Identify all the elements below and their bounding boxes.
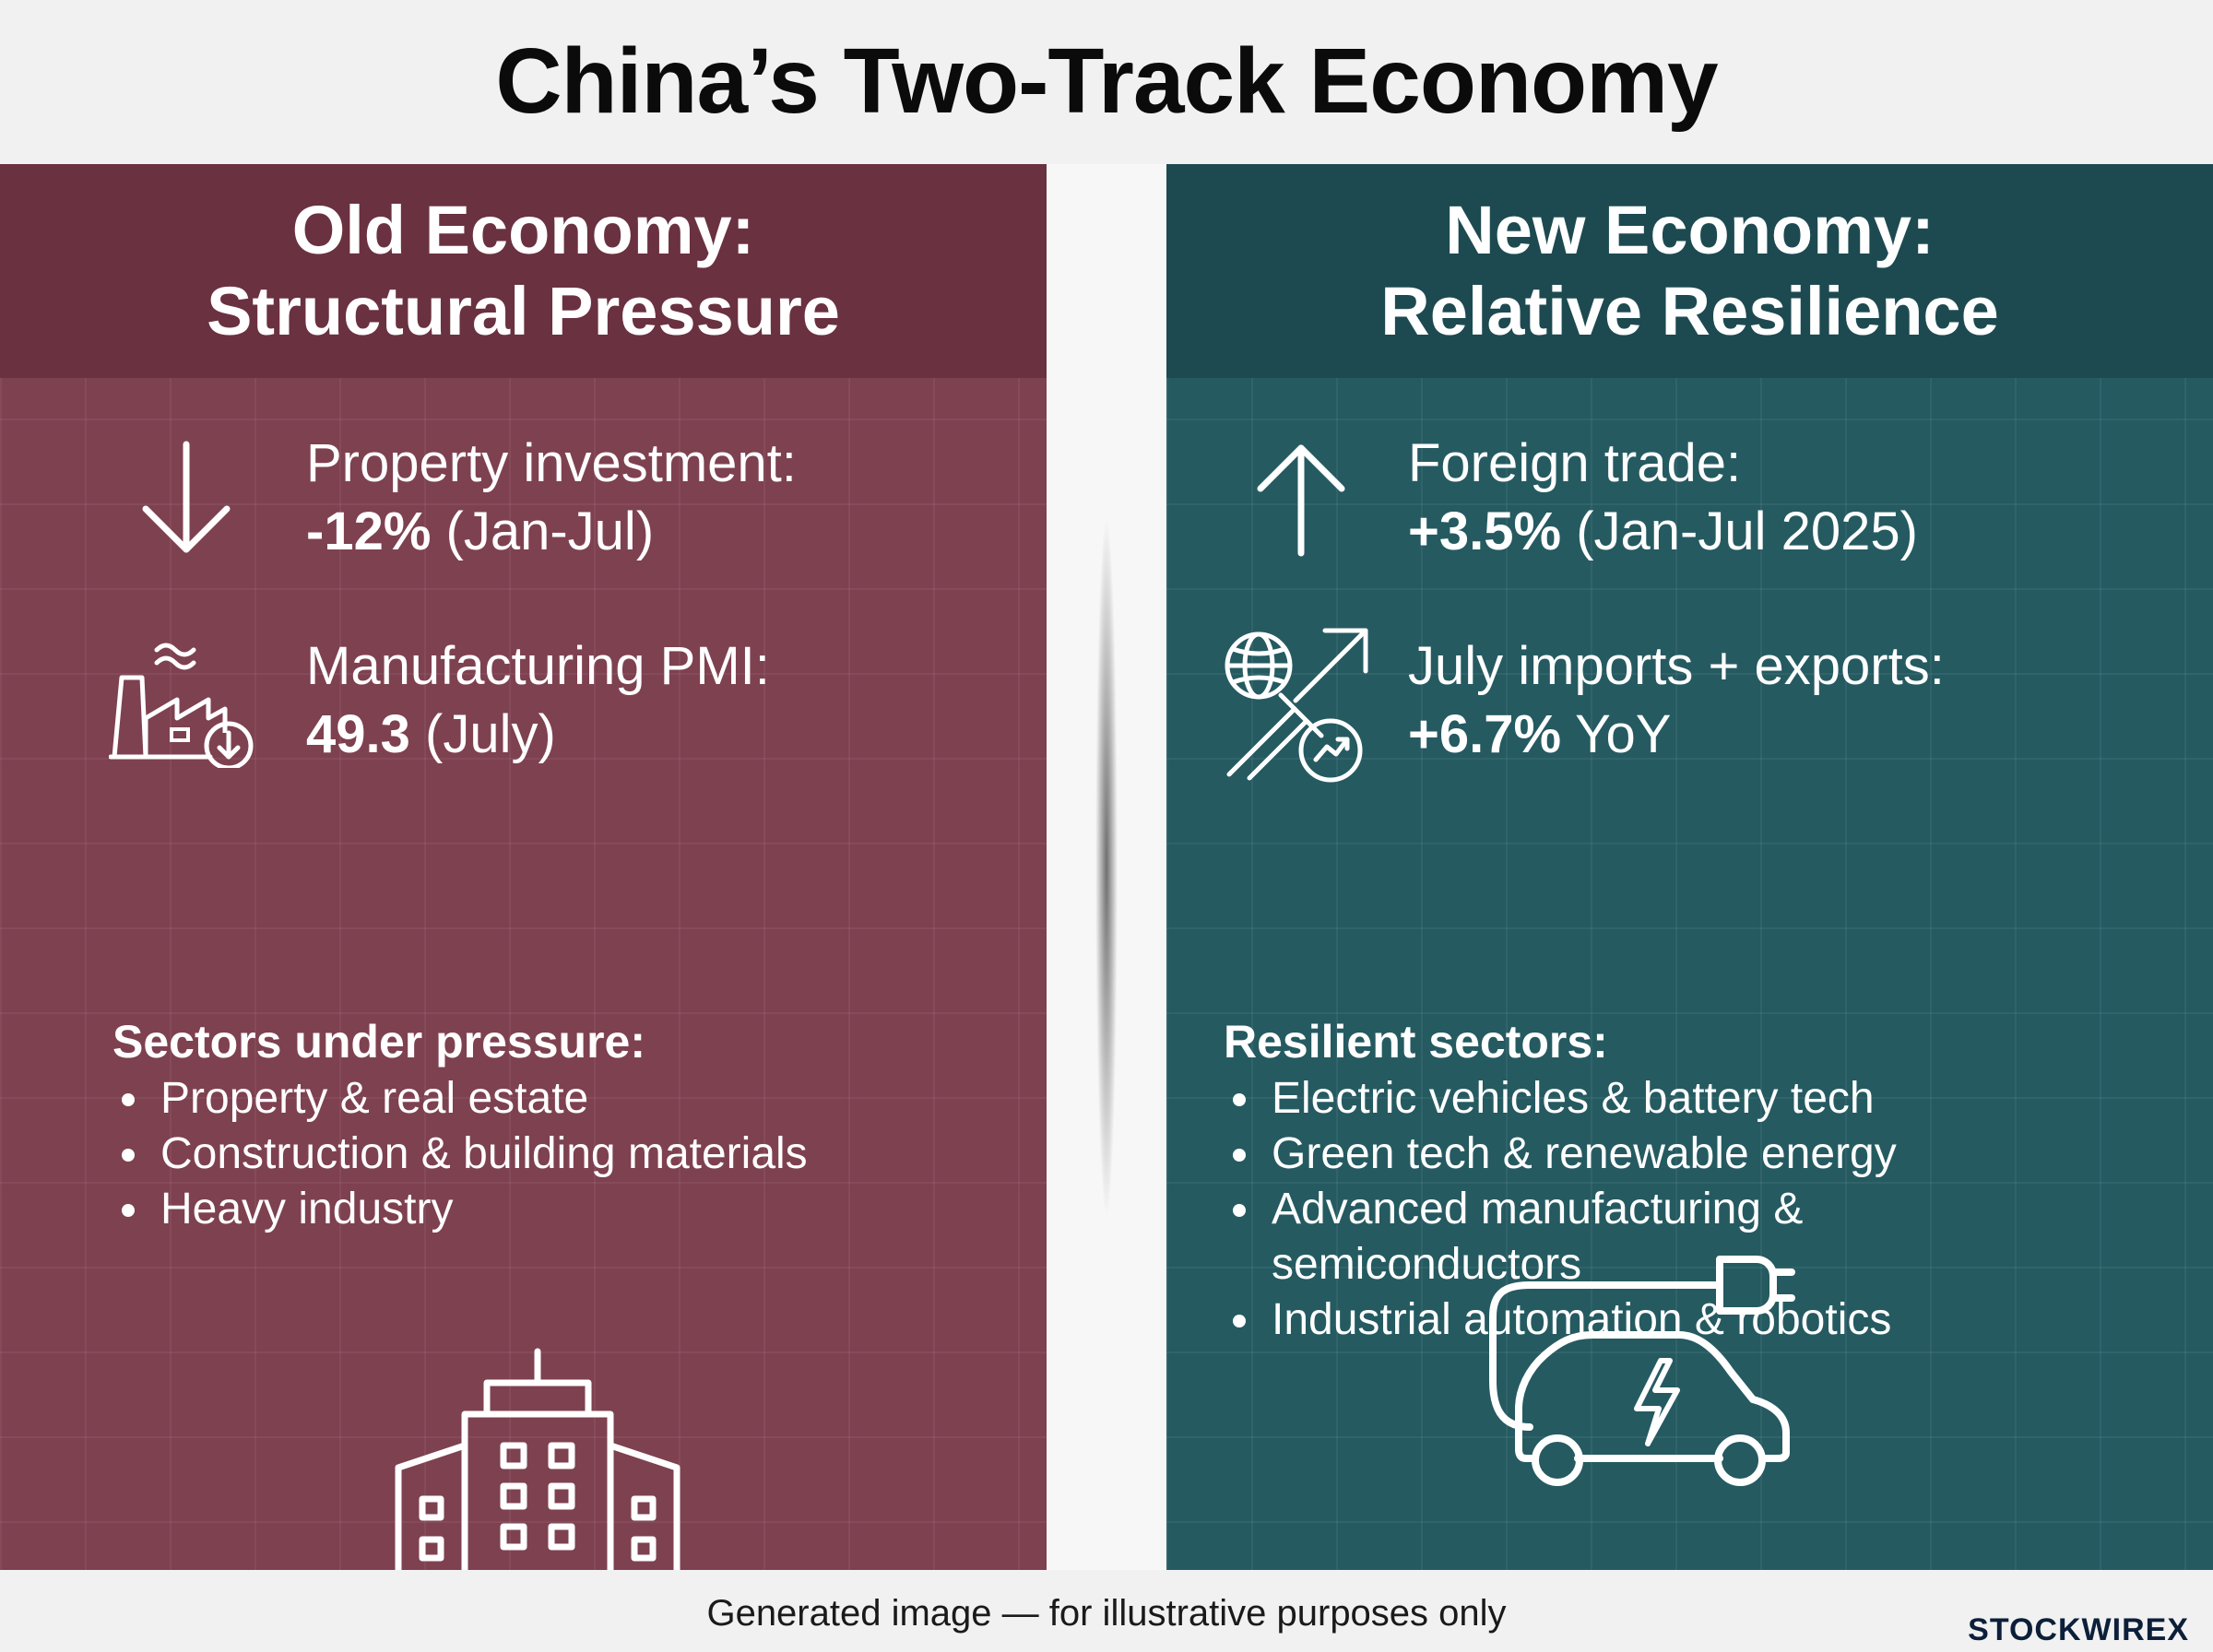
new-sector-item: Electric vehicles & battery tech: [1224, 1071, 1980, 1127]
old-sectors-list-block: Sectors under pressure: Property & real …: [112, 1012, 808, 1237]
footer-disclaimer: Generated image — for illustrative purpo…: [706, 1593, 1507, 1634]
old-economy-heading: Old Economy: Structural Pressure: [0, 164, 1047, 378]
arrow-down-icon: [138, 439, 234, 559]
old-economy-heading-line2: Structural Pressure: [207, 273, 840, 349]
imports-exports-value: +6.7%: [1408, 704, 1562, 764]
manufacturing-pmi-period: (July): [425, 704, 556, 764]
global-trade-icon: [1222, 627, 1379, 784]
property-investment-label: Property investment:: [306, 433, 797, 493]
new-sector-item: Green tech & renewable energy: [1224, 1127, 1980, 1182]
electric-car-icon: [1489, 1252, 1830, 1492]
factory-decline-icon: [109, 630, 266, 768]
new-sector-item: Advanced manufacturing & semiconductors: [1224, 1182, 1888, 1292]
manufacturing-pmi-value: 49.3: [306, 704, 410, 764]
page-title: China’s Two-Track Economy: [495, 30, 1718, 133]
old-economy-panel: Old Economy: Structural Pressure Propert…: [0, 164, 1047, 1570]
new-sectors-title: Resilient sectors:: [1224, 1016, 1608, 1068]
panel-divider: [1047, 164, 1166, 1570]
property-investment-period: (Jan-Jul): [445, 502, 655, 561]
property-investment-value: -12%: [306, 502, 432, 561]
old-economy-heading-line1: Old Economy:: [291, 192, 755, 268]
office-building-icon: [376, 1346, 699, 1570]
foreign-trade-stat: Foreign trade: +3.5% (Jan-Jul 2025): [1408, 430, 1918, 566]
old-sector-item: Heavy industry: [112, 1182, 808, 1237]
manufacturing-pmi-stat-text: Manufacturing PMI: 49.3 (July): [306, 632, 770, 769]
brand-name: STOCKWIRE: [1968, 1612, 2168, 1647]
new-economy-heading: New Economy: Relative Resilience: [1166, 164, 2213, 378]
property-investment-stat: Property investment: -12% (Jan-Jul): [306, 430, 797, 566]
foreign-trade-period: (Jan-Jul 2025): [1576, 502, 1918, 561]
brand-mark: X: [2167, 1612, 2189, 1647]
brand-logo: STOCKWIREX: [1968, 1611, 2189, 1648]
new-sectors-list-block: Resilient sectors: Electric vehicles & b…: [1224, 1012, 1980, 1348]
imports-exports-stat: July imports + exports: +6.7% YoY: [1408, 632, 1945, 769]
new-economy-heading-line2: Relative Resilience: [1380, 273, 1999, 349]
arrow-up-icon: [1253, 439, 1349, 559]
foreign-trade-value: +3.5%: [1408, 502, 1562, 561]
old-sector-item: Construction & building materials: [112, 1127, 808, 1182]
new-economy-heading-line1: New Economy:: [1445, 192, 1935, 268]
manufacturing-pmi-label: Manufacturing PMI:: [306, 636, 770, 696]
old-sector-item: Property & real estate: [112, 1071, 808, 1127]
new-economy-panel: New Economy: Relative Resilience Foreign…: [1166, 164, 2213, 1570]
old-sectors-title: Sectors under pressure:: [112, 1016, 645, 1068]
imports-exports-label: July imports + exports:: [1408, 636, 1945, 696]
imports-exports-period: YoY: [1575, 704, 1672, 764]
foreign-trade-label: Foreign trade:: [1408, 433, 1742, 493]
